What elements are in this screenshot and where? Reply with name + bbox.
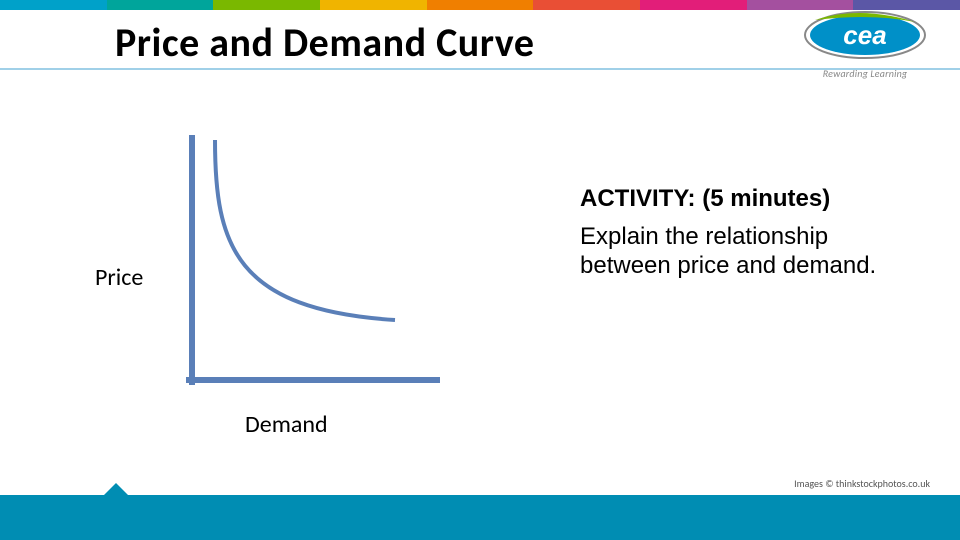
svg-text:cea: cea bbox=[843, 20, 886, 50]
stripe-seg bbox=[427, 0, 534, 10]
stripe-seg bbox=[533, 0, 640, 10]
stripe-seg bbox=[0, 0, 107, 10]
slide: Price and Demand Curve cea Rewarding Lea… bbox=[0, 0, 960, 540]
footer-notch bbox=[102, 483, 130, 497]
stripe-seg bbox=[853, 0, 960, 10]
cea-logo-icon: cea bbox=[800, 10, 930, 60]
footer-attribution: Images © thinkstockphotos.co.uk bbox=[794, 477, 930, 490]
stripe-seg bbox=[213, 0, 320, 10]
demand-curve-chart: Price Demand bbox=[95, 135, 455, 435]
logo-tagline: Rewarding Learning bbox=[800, 67, 930, 80]
demand-curve bbox=[215, 140, 395, 320]
chart-svg bbox=[180, 135, 460, 405]
stripe-seg bbox=[640, 0, 747, 10]
stripe-seg bbox=[747, 0, 854, 10]
activity-block: ACTIVITY: (5 minutes) Explain the relati… bbox=[580, 185, 920, 281]
rainbow-stripe bbox=[0, 0, 960, 10]
stripe-seg bbox=[107, 0, 214, 10]
activity-body: Explain the relationship between price a… bbox=[580, 223, 920, 281]
x-axis-label: Demand bbox=[245, 410, 328, 439]
activity-title: ACTIVITY: (5 minutes) bbox=[580, 185, 920, 213]
y-axis-label: Price bbox=[95, 263, 143, 292]
logo: cea Rewarding Learning bbox=[800, 10, 930, 80]
stripe-seg bbox=[320, 0, 427, 10]
footer-bar bbox=[0, 495, 960, 540]
